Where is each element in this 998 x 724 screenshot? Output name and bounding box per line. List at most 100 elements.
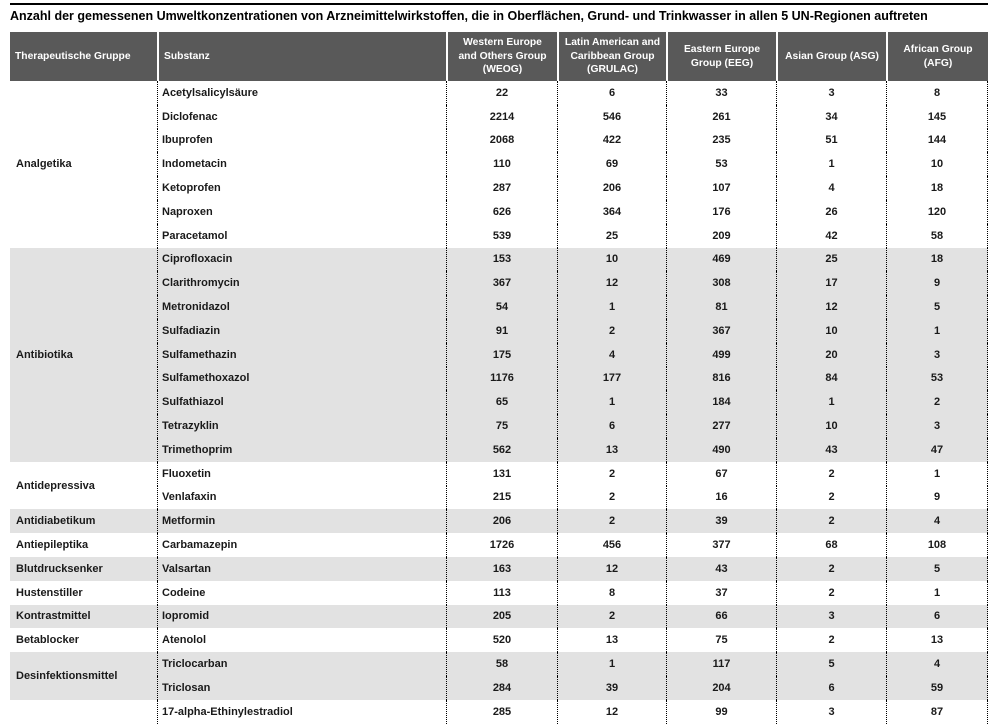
header-row: Therapeutische Gruppe Substanz Western E… bbox=[10, 32, 988, 81]
value-cell: 1 bbox=[886, 461, 988, 486]
value-cell: 75 bbox=[446, 414, 557, 438]
page: Anzahl der gemessenen Umweltkonzentratio… bbox=[10, 3, 988, 724]
value-cell: 4 bbox=[776, 176, 886, 200]
substance-cell: Iopromid bbox=[157, 604, 446, 629]
value-cell: 81 bbox=[666, 295, 776, 319]
value-cell: 287 bbox=[446, 176, 557, 200]
value-cell: 6 bbox=[776, 675, 886, 700]
table-row: Tetrazyklin 75 6 277 10 3 bbox=[10, 414, 988, 438]
value-cell: 277 bbox=[666, 414, 776, 438]
value-cell: 68 bbox=[776, 533, 886, 557]
value-cell: 490 bbox=[666, 437, 776, 462]
value-cell: 2 bbox=[557, 461, 666, 486]
value-cell: 367 bbox=[446, 271, 557, 296]
value-cell: 8 bbox=[886, 81, 988, 105]
table-row: Antibiotika Ciprofloxacin 153 10 469 25 18 bbox=[10, 247, 988, 462]
group-cell: Hustenstiller bbox=[10, 580, 157, 605]
substance-cell: Sulfadiazin bbox=[157, 318, 446, 343]
value-cell: 377 bbox=[666, 533, 776, 557]
table-row: Ketoprofen 287 206 107 4 18 bbox=[10, 176, 988, 200]
value-cell: 22 bbox=[446, 81, 557, 105]
value-cell: 16 bbox=[666, 485, 776, 510]
value-cell: 2 bbox=[776, 628, 886, 653]
value-cell: 26 bbox=[776, 199, 886, 224]
value-cell: 20 bbox=[776, 342, 886, 367]
substance-cell: Acetylsalicylsäure bbox=[157, 81, 446, 105]
table-row: Analgetika Acetylsalicylsäure 22 6 33 3 8 bbox=[10, 81, 988, 248]
value-cell: 163 bbox=[446, 556, 557, 581]
substance-cell: 17-alpha-Ethinylestradiol bbox=[157, 699, 446, 724]
value-cell: 3 bbox=[886, 342, 988, 367]
value-cell: 113 bbox=[446, 580, 557, 605]
value-cell: 175 bbox=[446, 342, 557, 367]
table-row: Naproxen 626 364 176 26 120 bbox=[10, 199, 988, 224]
value-cell: 2 bbox=[557, 485, 666, 510]
table-row: Diclofenac 2214 546 261 34 145 bbox=[10, 104, 988, 129]
value-cell: 34 bbox=[776, 104, 886, 129]
substance-cell: Metronidazol bbox=[157, 295, 446, 319]
value-cell: 2214 bbox=[446, 104, 557, 129]
substance-cell: Sulfathiazol bbox=[157, 390, 446, 415]
value-cell: 12 bbox=[557, 271, 666, 296]
value-cell: 3 bbox=[776, 604, 886, 629]
group-cell: Analgetika bbox=[10, 81, 157, 248]
table-body: Analgetika Acetylsalicylsäure 22 6 33 3 8 Diclo… bbox=[10, 81, 988, 724]
value-cell: 65 bbox=[446, 390, 557, 415]
value-cell: 2 bbox=[776, 485, 886, 510]
group-cell: Antiepileptika bbox=[10, 533, 157, 557]
value-cell: 58 bbox=[886, 223, 988, 248]
substance-cell: Triclosan bbox=[157, 675, 446, 700]
substance-cell: Sulfamethazin bbox=[157, 342, 446, 367]
value-cell: 37 bbox=[666, 580, 776, 605]
value-cell: 6 bbox=[557, 414, 666, 438]
top-rule bbox=[10, 3, 988, 5]
value-cell: 1 bbox=[557, 390, 666, 415]
value-cell: 2 bbox=[776, 580, 886, 605]
value-cell: 184 bbox=[666, 390, 776, 415]
value-cell: 5 bbox=[886, 295, 988, 319]
value-cell: 4 bbox=[886, 652, 988, 676]
value-cell: 66 bbox=[666, 604, 776, 629]
value-cell: 53 bbox=[666, 152, 776, 177]
value-cell: 539 bbox=[446, 223, 557, 248]
value-cell: 12 bbox=[557, 556, 666, 581]
value-cell: 206 bbox=[557, 176, 666, 200]
substance-cell: Naproxen bbox=[157, 199, 446, 224]
group-cell: Blutdrucksenker bbox=[10, 556, 157, 581]
value-cell: 284 bbox=[446, 675, 557, 700]
concentrations-table: Therapeutische Gruppe Substanz Western E… bbox=[10, 32, 988, 724]
table-row: Antidepressiva Fluoxetin 131 2 67 2 1 bbox=[10, 461, 988, 510]
value-cell: 43 bbox=[666, 556, 776, 581]
col-header-therapeutische-gruppe: Therapeutische Gruppe bbox=[10, 32, 157, 81]
table-row: Ibuprofen 2068 422 235 51 144 bbox=[10, 128, 988, 153]
value-cell: 1 bbox=[886, 580, 988, 605]
value-cell: 2 bbox=[776, 509, 886, 534]
col-header-weog: Western Europe and Others Group (WEOG) bbox=[446, 32, 557, 81]
value-cell: 110 bbox=[446, 152, 557, 177]
substance-cell: Venlafaxin bbox=[157, 485, 446, 510]
table-row: Metronidazol 54 1 81 12 5 bbox=[10, 295, 988, 319]
value-cell: 367 bbox=[666, 318, 776, 343]
substance-cell: Triclocarban bbox=[157, 652, 446, 676]
value-cell: 144 bbox=[886, 128, 988, 153]
value-cell: 39 bbox=[557, 675, 666, 700]
value-cell: 215 bbox=[446, 485, 557, 510]
value-cell: 2 bbox=[776, 556, 886, 581]
substance-cell: Paracetamol bbox=[157, 223, 446, 248]
value-cell: 364 bbox=[557, 199, 666, 224]
value-cell: 499 bbox=[666, 342, 776, 367]
value-cell: 1 bbox=[557, 295, 666, 319]
col-header-eeg: Eastern Europe Group (EEG) bbox=[666, 32, 776, 81]
value-cell: 25 bbox=[557, 223, 666, 248]
value-cell: 54 bbox=[446, 295, 557, 319]
value-cell: 43 bbox=[776, 437, 886, 462]
substance-cell: Carbamazepin bbox=[157, 533, 446, 557]
table-row: Sulfamethazin 175 4 499 20 3 bbox=[10, 342, 988, 367]
value-cell: 2 bbox=[557, 318, 666, 343]
value-cell: 107 bbox=[666, 176, 776, 200]
table-row: Betablocker Atenolol 520 13 75 2 13 bbox=[10, 628, 988, 653]
value-cell: 42 bbox=[776, 223, 886, 248]
table-row: Trimethoprim 562 13 490 43 47 bbox=[10, 437, 988, 462]
value-cell: 816 bbox=[666, 366, 776, 391]
table-row: Sulfamethoxazol 1176 177 816 84 53 bbox=[10, 366, 988, 391]
